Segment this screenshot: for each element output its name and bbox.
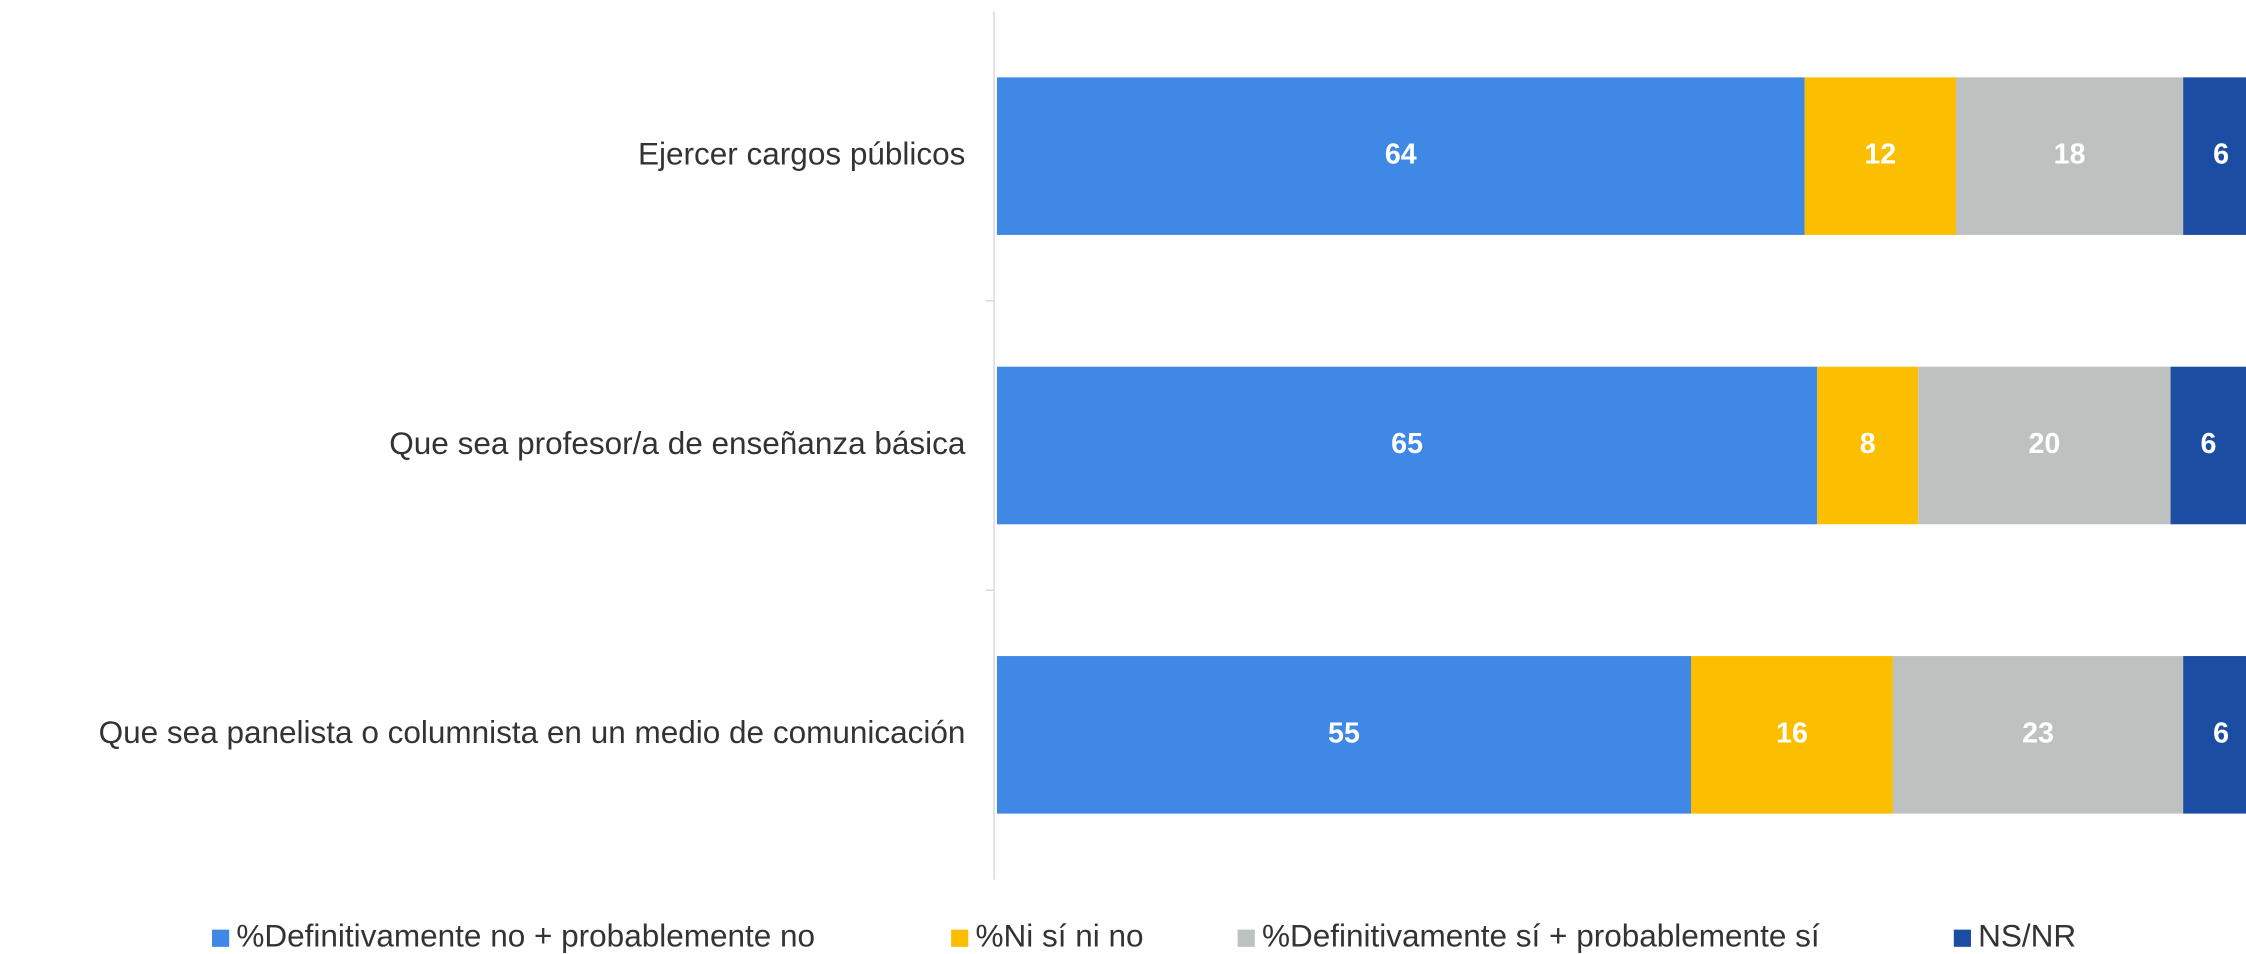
- category-label: Que sea panelista o columnista en un med…: [99, 714, 966, 750]
- data-label: 18: [2054, 139, 2086, 171]
- data-label: 12: [1864, 139, 1896, 171]
- bar-segment: [1956, 77, 2184, 235]
- bar-segment: [1691, 656, 1893, 814]
- bar-segment: [996, 77, 1805, 235]
- category-label: Que sea profesor/a de enseñanza básica: [389, 425, 966, 461]
- legend-swatch: [951, 929, 969, 947]
- legend-swatch: [211, 929, 230, 947]
- legend-swatch: [1953, 929, 1971, 947]
- bar-segment: [1804, 77, 1957, 235]
- bar-segment: [996, 366, 1818, 525]
- legend-label: %Definitivamente no + probablemente no: [236, 918, 815, 954]
- bar-segment: [2183, 656, 2246, 814]
- data-label: 8: [1860, 428, 1876, 460]
- bar-segment: [1817, 366, 1919, 525]
- category-label: Ejercer cargos públicos: [638, 135, 965, 171]
- legend-label: %Ni sí ni no: [975, 918, 1143, 954]
- data-label: 6: [2200, 428, 2216, 460]
- bar-segment: [1892, 656, 2184, 814]
- data-label: 16: [1776, 717, 1808, 749]
- data-label: 55: [1328, 717, 1360, 749]
- data-label: 6: [2213, 717, 2229, 749]
- bar-segment: [996, 656, 1692, 814]
- bar-segment: [2170, 366, 2246, 525]
- legend-label: NS/NR: [1978, 918, 2076, 954]
- legend-swatch: [1237, 929, 1255, 947]
- bar-segment: [2183, 77, 2246, 235]
- data-label: 64: [1385, 139, 1417, 171]
- data-label: 6: [2213, 139, 2229, 171]
- data-label: 65: [1391, 428, 1423, 460]
- bar-segment: [1918, 366, 2171, 525]
- legend-label: %Definitivamente sí + probablemente sí: [1262, 918, 1820, 954]
- data-label: 20: [2028, 428, 2060, 460]
- data-label: 23: [2022, 717, 2054, 749]
